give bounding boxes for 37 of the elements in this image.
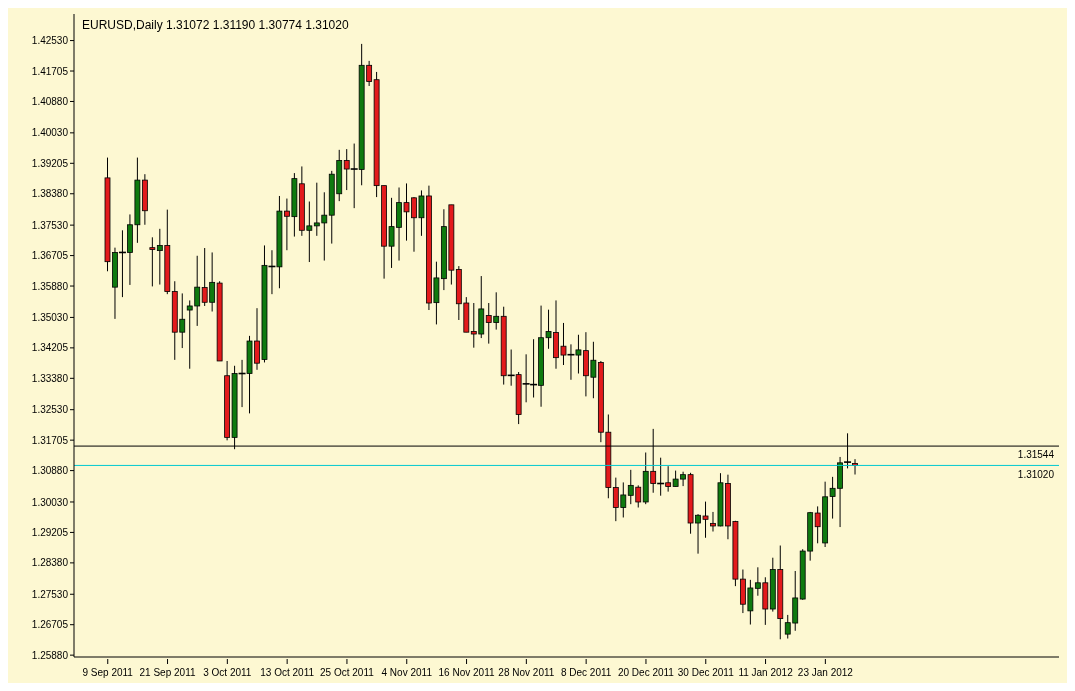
x-tick-label: 20 Dec 2011 bbox=[617, 667, 675, 678]
y-tick-label: 1.35030 bbox=[31, 311, 69, 323]
y-tick-label: 1.42530 bbox=[31, 35, 69, 47]
x-tick-label: 3 Oct 2011 bbox=[203, 667, 252, 678]
y-tick-label: 1.41705 bbox=[31, 65, 69, 77]
y-tick-label: 1.40030 bbox=[31, 127, 69, 139]
y-tick-label: 1.37530 bbox=[31, 219, 69, 231]
x-tick-label: 8 Dec 2011 bbox=[560, 667, 612, 678]
y-tick-label: 1.35880 bbox=[31, 280, 69, 292]
y-tick-label: 1.28380 bbox=[31, 557, 69, 569]
x-tick-label: 30 Dec 2011 bbox=[677, 667, 735, 678]
y-tick-label: 1.36705 bbox=[31, 250, 69, 262]
ref-line-label: 1.31544 bbox=[1017, 449, 1055, 461]
y-tick-label: 1.32530 bbox=[31, 404, 69, 416]
y-tick-label: 1.30030 bbox=[31, 496, 69, 508]
x-tick-label: 4 Nov 2011 bbox=[381, 667, 433, 678]
y-tick-label: 1.26705 bbox=[31, 619, 69, 631]
x-tick-label: 23 Jan 2012 bbox=[797, 667, 854, 678]
y-tick-label: 1.38380 bbox=[31, 188, 69, 200]
x-tick-label: 9 Sep 2011 bbox=[82, 667, 134, 678]
y-tick-label: 1.40880 bbox=[31, 96, 69, 108]
y-tick-label: 1.30880 bbox=[31, 465, 69, 477]
y-tick-label: 1.31705 bbox=[31, 434, 69, 446]
y-tick-label: 1.29205 bbox=[31, 526, 69, 538]
x-tick-label: 28 Nov 2011 bbox=[498, 667, 555, 678]
y-tick-label: 1.34205 bbox=[31, 342, 69, 354]
chart-title: EURUSD,Daily 1.31072 1.31190 1.30774 1.31020 bbox=[82, 18, 349, 32]
x-tick-label: 16 Nov 2011 bbox=[438, 667, 495, 678]
y-tick-label: 1.27530 bbox=[31, 588, 69, 600]
x-tick-label: 25 Oct 2011 bbox=[320, 667, 375, 678]
y-tick-label: 1.25880 bbox=[31, 649, 69, 661]
x-tick-label: 11 Jan 2012 bbox=[738, 667, 794, 678]
x-tick-label: 13 Oct 2011 bbox=[260, 667, 315, 678]
y-tick-label: 1.39205 bbox=[31, 157, 69, 169]
ref-line-label: 1.31020 bbox=[1017, 468, 1055, 480]
y-tick-label: 1.33380 bbox=[31, 372, 69, 384]
x-tick-label: 21 Sep 2011 bbox=[139, 667, 196, 678]
